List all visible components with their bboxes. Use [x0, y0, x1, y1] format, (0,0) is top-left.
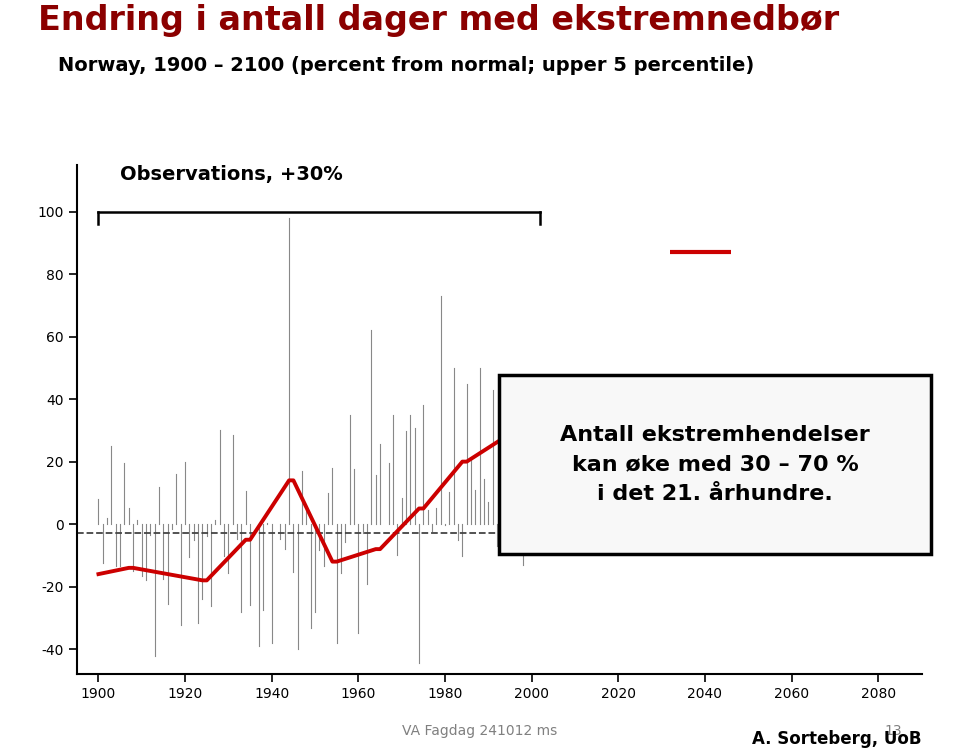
Text: 13: 13 [885, 724, 902, 738]
Text: VA Fagdag 241012 ms: VA Fagdag 241012 ms [402, 724, 558, 738]
Text: Observations, +30%: Observations, +30% [120, 165, 343, 184]
Text: Norway, 1900 – 2100 (percent from normal; upper 5 percentile): Norway, 1900 – 2100 (percent from normal… [58, 56, 754, 75]
Text: Antall ekstremhendelser
kan øke med 30 – 70 %
i det 21. århundre.: Antall ekstremhendelser kan øke med 30 –… [561, 425, 870, 504]
Text: A. Sorteberg, UoB: A. Sorteberg, UoB [752, 730, 922, 748]
Text: Endring i antall dager med ekstremnedbør: Endring i antall dager med ekstremnedbør [38, 4, 840, 37]
